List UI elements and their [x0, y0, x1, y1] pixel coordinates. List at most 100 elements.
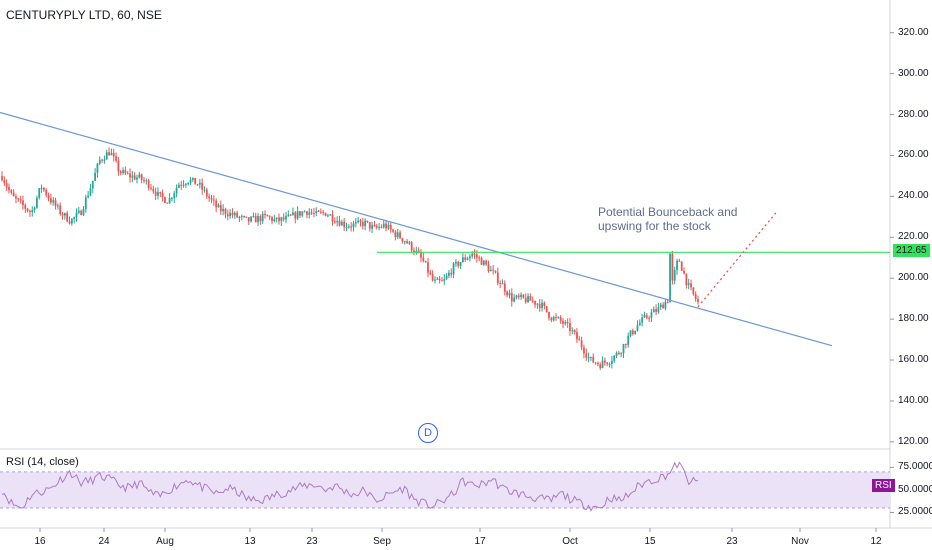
candle-body — [592, 356, 595, 363]
candle-body — [310, 212, 313, 214]
candle-body — [538, 303, 541, 309]
candle-body — [489, 269, 492, 272]
candle-body — [524, 297, 527, 303]
candle-body — [529, 295, 532, 301]
candle-body — [541, 302, 543, 309]
candle-body — [198, 182, 201, 185]
candle-body — [510, 293, 513, 302]
candle-body — [641, 317, 644, 323]
candle-body — [531, 300, 534, 302]
candle-body — [254, 215, 257, 223]
candle-body — [29, 210, 31, 213]
candle-body — [1, 175, 3, 181]
candle-body — [692, 287, 695, 295]
candle-body — [289, 214, 292, 216]
last-price-tag: 212.65 — [893, 244, 930, 257]
candle-body — [56, 205, 59, 207]
candle-body — [378, 226, 380, 228]
candle-body — [222, 208, 225, 212]
rsi-line — [1, 461, 699, 512]
projection-line — [697, 212, 777, 308]
candle-body — [10, 190, 13, 193]
candle-body — [103, 159, 106, 161]
candle-body — [571, 330, 574, 332]
candle-body — [508, 293, 511, 296]
candle-body — [187, 182, 190, 185]
candle-body — [73, 217, 76, 219]
candle-body — [422, 257, 425, 261]
candle-body — [131, 175, 134, 178]
candle-body — [336, 220, 339, 223]
y-tick-label: 320.00 — [898, 26, 929, 38]
candle-body — [631, 330, 634, 334]
candle-body — [24, 205, 27, 209]
candle-body — [694, 294, 697, 300]
candle-body — [143, 179, 145, 181]
candle-body — [119, 171, 122, 174]
candle-body — [240, 216, 243, 218]
candle-body — [159, 191, 162, 194]
candle-body — [629, 330, 632, 337]
candle-body — [63, 213, 66, 216]
candle-body — [301, 211, 304, 216]
candle-body — [317, 210, 320, 212]
candle-body — [87, 195, 90, 198]
candle-body — [129, 173, 131, 178]
candle-body — [601, 360, 604, 369]
candle-body — [296, 211, 299, 219]
candle-body — [8, 187, 10, 191]
candle-body — [578, 339, 581, 341]
candle-body — [194, 177, 197, 185]
candle-body — [573, 330, 576, 333]
y-tick-label: 220.00 — [898, 231, 929, 243]
candle-body — [436, 278, 439, 280]
candle-body — [424, 260, 427, 263]
candle-body — [434, 279, 436, 281]
candle-body — [634, 330, 637, 334]
candle-body — [259, 216, 262, 222]
candle-body — [31, 209, 34, 213]
candle-body — [443, 278, 446, 281]
candle-body — [659, 304, 662, 308]
candle-body — [380, 226, 383, 228]
candle-body — [382, 223, 385, 228]
candle-body — [403, 241, 406, 243]
candle-body — [154, 191, 157, 196]
dividend-badge[interactable]: D — [418, 423, 438, 443]
candle-body — [448, 272, 450, 276]
x-tick-label: Oct — [562, 536, 578, 547]
candle-body — [678, 260, 681, 262]
candle-body — [61, 214, 64, 216]
candle-body — [278, 217, 280, 222]
candle-body — [203, 189, 206, 191]
candle-body — [285, 215, 287, 220]
candle-body — [101, 159, 103, 161]
candle-body — [320, 211, 322, 213]
candle-body — [257, 216, 259, 223]
candle-body — [687, 283, 690, 286]
candle-body — [180, 184, 183, 186]
candle-body — [280, 217, 283, 222]
candle-body — [66, 213, 69, 222]
candle-body — [140, 174, 143, 180]
candle-body — [110, 153, 113, 156]
candle-body — [215, 200, 218, 208]
candle-body — [515, 295, 518, 298]
candle-body — [662, 304, 664, 309]
candle-body — [590, 356, 592, 358]
candle-body — [243, 216, 245, 218]
candle-body — [482, 260, 485, 265]
candle-body — [49, 198, 52, 203]
x-tick-label: 24 — [98, 536, 110, 547]
candle-body — [387, 224, 390, 229]
y-tick-label: 120.00 — [898, 435, 929, 447]
candle-body — [415, 250, 418, 253]
candle-body — [133, 175, 136, 180]
candle-body — [655, 309, 658, 312]
candle-body — [627, 336, 630, 345]
candle-body — [552, 316, 555, 321]
rsi-indicator-label[interactable]: RSI (14, close) — [6, 456, 79, 468]
candle-body — [354, 222, 357, 224]
candle-body — [389, 224, 392, 230]
candle-body — [461, 257, 464, 263]
